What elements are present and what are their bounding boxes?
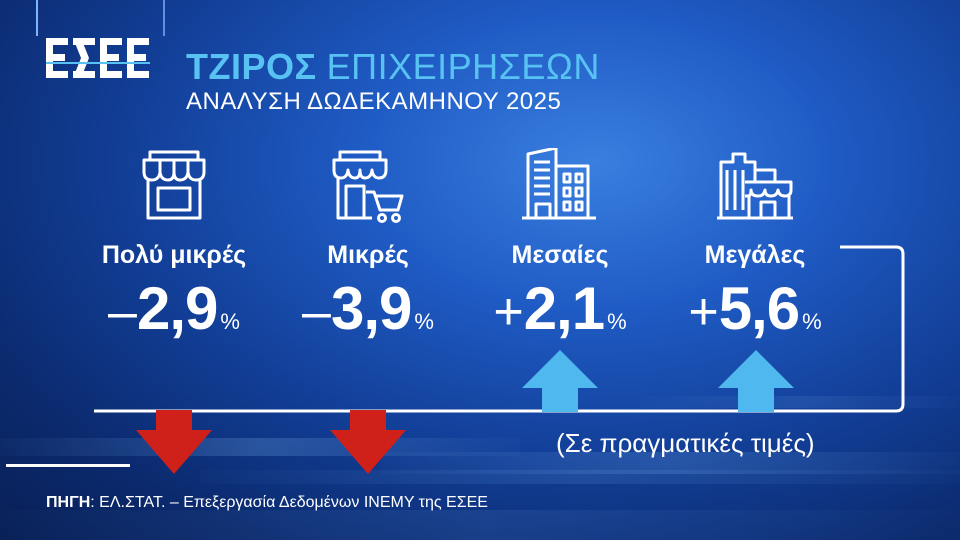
decorative-streak [380,452,960,474]
real-prices-note: (Σε πραγματικές τιμές) [556,428,815,458]
subtitle: ΑΝΑΛΥΣΗ ΔΩΔΕΚΑΜΗΝΟΥ 2025 [186,88,562,115]
category-label: Μεσαίες [511,241,609,269]
up-arrow-icon [718,350,794,412]
down-arrow-icon [136,410,212,474]
down-arrow-icon [330,410,406,474]
title-light: ΕΠΙΧΕΙΡΗΣΕΩΝ [326,46,600,87]
category-value: +2,1% [470,274,650,343]
bracket-line [94,245,905,413]
source-line: ΠΗΓΗ: ΕΛ.ΣΤΑΤ. – Επεξεργασία Δεδομένων Ι… [46,494,488,512]
category-small: Μικρές –3,9% [278,148,458,343]
value-sign: + [493,283,524,341]
value-number: 2,1 [523,275,605,342]
page-title: ΤΖΙΡΟΣ ΕΠΙΧΕΙΡΗΣΕΩΝ [186,46,600,87]
value-number: 5,6 [718,275,800,342]
value-number: 2,9 [136,275,218,342]
decorative-streak [200,470,960,484]
decorative-streak [640,396,960,408]
value-unit: % [802,309,822,334]
category-value: +5,6% [665,274,845,343]
value-sign: – [302,283,331,341]
decorative-streak [0,510,960,540]
up-arrow-icon [522,350,598,412]
title-strong: ΤΖΙΡΟΣ [186,46,317,87]
value-unit: % [607,309,627,334]
category-value: –2,9% [84,274,264,343]
source-label: ΠΗΓΗ [46,494,91,511]
value-unit: % [414,309,434,334]
shop-with-cart-icon [332,150,404,223]
value-sign: + [688,283,719,341]
source-text: : ΕΛ.ΣΤΑΤ. – Επεξεργασία Δεδομένων ΙΝΕΜΥ… [90,494,488,511]
building-icon [522,146,596,220]
value-unit: % [220,309,240,334]
city-buildings-icon [717,152,793,220]
small-shop-icon [142,150,206,220]
category-value: –3,9% [278,274,458,343]
category-label: Μεγάλες [704,241,806,269]
logo-divider [163,0,165,36]
category-medium: Μεσαίες +2,1% [470,146,650,343]
logo-divider [36,0,38,36]
decorative-underline [6,464,130,467]
category-label: Πολύ μικρές [101,241,247,269]
category-very-small: Πολύ μικρές –2,9% [84,148,264,343]
value-sign: – [108,283,137,341]
esee-logo [46,38,150,78]
title-block: ΤΖΙΡΟΣ ΕΠΙΧΕΙΡΗΣΕΩΝ ΑΝΑΛΥΣΗ ΔΩΔΕΚΑΜΗΝΟΥ … [186,46,600,116]
value-number: 3,9 [330,275,412,342]
category-label: Μικρές [327,241,409,269]
category-large: Μεγάλες +5,6% [665,148,845,343]
